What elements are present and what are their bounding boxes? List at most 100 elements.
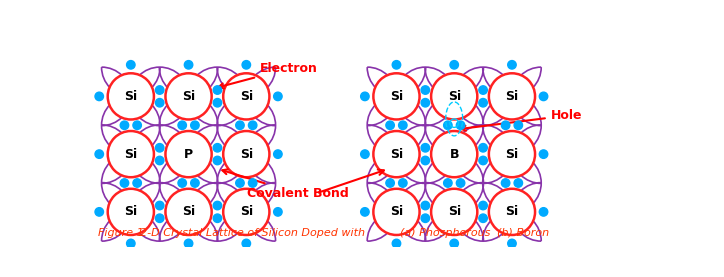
Circle shape — [190, 121, 199, 129]
Text: Si: Si — [125, 90, 138, 103]
Circle shape — [539, 150, 548, 158]
Circle shape — [133, 121, 141, 129]
Text: Si: Si — [240, 148, 253, 161]
Circle shape — [444, 179, 452, 187]
Circle shape — [431, 189, 477, 235]
Circle shape — [236, 121, 244, 129]
Text: Covalent Bond: Covalent Bond — [222, 169, 348, 200]
Circle shape — [242, 61, 251, 69]
Circle shape — [156, 143, 164, 152]
Circle shape — [392, 239, 400, 248]
Circle shape — [386, 179, 395, 187]
Text: Si: Si — [505, 205, 518, 218]
Circle shape — [223, 131, 269, 177]
Circle shape — [489, 131, 535, 177]
Circle shape — [223, 189, 269, 235]
Circle shape — [479, 156, 487, 165]
Text: Si: Si — [447, 205, 460, 218]
Circle shape — [489, 73, 535, 119]
Text: Si: Si — [240, 90, 253, 103]
Circle shape — [431, 73, 477, 119]
Text: Electron: Electron — [219, 62, 318, 88]
Circle shape — [95, 150, 104, 158]
Text: Si: Si — [390, 90, 403, 103]
Circle shape — [274, 150, 282, 158]
Circle shape — [479, 214, 487, 222]
Text: Si: Si — [505, 148, 518, 161]
Circle shape — [274, 92, 282, 101]
Circle shape — [421, 143, 429, 152]
Circle shape — [185, 61, 193, 69]
Circle shape — [361, 92, 369, 101]
Circle shape — [108, 131, 154, 177]
Circle shape — [242, 239, 251, 248]
Circle shape — [185, 239, 193, 248]
Circle shape — [133, 179, 141, 187]
Circle shape — [431, 131, 477, 177]
Circle shape — [108, 73, 154, 119]
Text: Si: Si — [390, 148, 403, 161]
Circle shape — [178, 121, 187, 129]
Circle shape — [399, 179, 407, 187]
Circle shape — [489, 189, 535, 235]
Circle shape — [156, 86, 164, 94]
Circle shape — [456, 179, 465, 187]
Text: 2-D Crystal Lattice of Silicon Doped with: 2-D Crystal Lattice of Silicon Doped wit… — [140, 228, 365, 238]
Circle shape — [374, 131, 420, 177]
Circle shape — [374, 189, 420, 235]
Text: Si: Si — [240, 205, 253, 218]
Text: (b) Boron: (b) Boron — [497, 228, 549, 238]
Circle shape — [508, 61, 516, 69]
Text: P: P — [184, 148, 193, 161]
Circle shape — [127, 239, 135, 248]
Circle shape — [95, 208, 104, 216]
Text: Si: Si — [505, 90, 518, 103]
Circle shape — [166, 73, 211, 119]
Circle shape — [399, 121, 407, 129]
Circle shape — [190, 179, 199, 187]
Text: Hole: Hole — [460, 109, 582, 131]
Text: Si: Si — [182, 205, 195, 218]
Circle shape — [508, 239, 516, 248]
Circle shape — [392, 61, 400, 69]
Circle shape — [213, 214, 222, 222]
Circle shape — [444, 121, 452, 129]
Circle shape — [156, 156, 164, 165]
Text: Si: Si — [390, 205, 403, 218]
Circle shape — [156, 201, 164, 210]
Circle shape — [236, 179, 244, 187]
Circle shape — [213, 99, 222, 107]
Circle shape — [361, 208, 369, 216]
Circle shape — [450, 239, 458, 248]
Circle shape — [120, 179, 129, 187]
Circle shape — [223, 73, 269, 119]
Circle shape — [539, 92, 548, 101]
Circle shape — [479, 86, 487, 94]
Circle shape — [539, 208, 548, 216]
Text: Si: Si — [125, 205, 138, 218]
Circle shape — [502, 121, 510, 129]
Circle shape — [120, 121, 129, 129]
Circle shape — [213, 86, 222, 94]
Circle shape — [421, 99, 429, 107]
Circle shape — [274, 208, 282, 216]
Circle shape — [108, 189, 154, 235]
Circle shape — [213, 201, 222, 210]
Circle shape — [361, 150, 369, 158]
Circle shape — [421, 156, 429, 165]
Text: B: B — [450, 148, 459, 161]
Text: Si: Si — [125, 148, 138, 161]
Circle shape — [502, 179, 510, 187]
Circle shape — [374, 73, 420, 119]
Circle shape — [421, 214, 429, 222]
Circle shape — [156, 99, 164, 107]
Circle shape — [479, 201, 487, 210]
Circle shape — [421, 201, 429, 210]
Text: Si: Si — [447, 90, 460, 103]
Circle shape — [156, 214, 164, 222]
Circle shape — [248, 179, 257, 187]
Circle shape — [166, 131, 211, 177]
Circle shape — [166, 189, 211, 235]
Circle shape — [514, 121, 523, 129]
Text: Figure 1: Figure 1 — [98, 228, 144, 238]
